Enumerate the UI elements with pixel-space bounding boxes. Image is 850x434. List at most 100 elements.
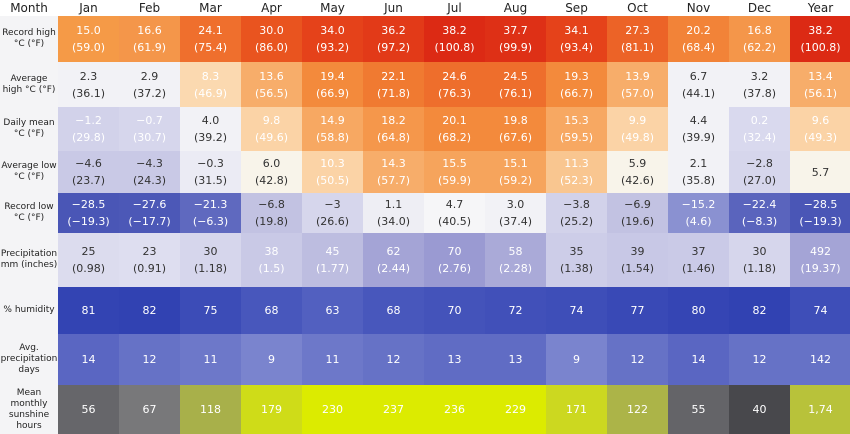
month-header: Aug — [503, 1, 528, 15]
month-header: Mar — [199, 1, 222, 15]
table-cell: 77 — [607, 287, 668, 334]
table-cell: 19.3 (66.7) — [546, 62, 607, 107]
cell-value: 15.0 — [76, 24, 101, 37]
cell-value: −1.2 — [75, 114, 102, 127]
cell-value: 118 — [200, 403, 221, 416]
table-cell: −2.8 (27.0) — [729, 151, 790, 193]
table-cell: 16.8 (62.2) — [729, 16, 790, 62]
cell-value-fahrenheit: (25.2) — [559, 215, 594, 228]
table-cell: −0.3 (31.5) — [180, 151, 241, 193]
cell-value: 63 — [325, 304, 340, 317]
cell-value-fahrenheit: (0.98) — [71, 262, 106, 275]
table-cell: 179 — [241, 385, 302, 434]
cell-value-fahrenheit: (1.77) — [315, 262, 350, 275]
cell-value: 68 — [264, 304, 279, 317]
table-cell: 20.2 (68.4) — [668, 16, 729, 62]
row-title-header: Month — [10, 1, 48, 15]
cell-value: 16.6 — [137, 24, 162, 37]
cell-value: −27.6 — [132, 198, 167, 211]
table-cell: 12 — [119, 334, 180, 385]
table-cell: −22.4 (−8.3) — [729, 193, 790, 233]
month-header: Sep — [565, 1, 588, 15]
table-cell: 30 (1.18) — [729, 233, 790, 287]
table-cell: 2.3 (36.1) — [58, 62, 119, 107]
table-cell: 16.6 (61.9) — [119, 16, 180, 62]
table-cell: 14 — [668, 334, 729, 385]
cell-value: 45 — [325, 245, 340, 258]
cell-value: 15.3 — [564, 114, 589, 127]
cell-value: 11.3 — [564, 157, 589, 170]
cell-value: 24.6 — [442, 69, 467, 83]
cell-value: 4.0 — [201, 114, 220, 127]
table-cell: 9.9 (49.8) — [607, 107, 668, 151]
table-cell: 230 — [302, 385, 363, 434]
cell-value-fahrenheit: (36.1) — [71, 86, 106, 100]
cell-value: 13.9 — [625, 69, 650, 83]
cell-value-fahrenheit: (50.5) — [315, 174, 350, 187]
table-cell: 229 — [485, 385, 546, 434]
cell-value: 1.1 — [384, 198, 403, 211]
table-cell: 15.5 (59.9) — [424, 151, 485, 193]
cell-value: 122 — [627, 403, 648, 416]
table-cell: 492 (19.37) — [790, 233, 850, 287]
cell-value: 10.3 — [320, 157, 345, 170]
cell-value: −15.2 — [681, 198, 716, 211]
cell-value: 80 — [691, 304, 706, 317]
cell-value: 2.3 — [79, 69, 98, 83]
table-cell: 11.3 (52.3) — [546, 151, 607, 193]
cell-value: −6.9 — [624, 198, 651, 211]
cell-value-fahrenheit: (2.44) — [376, 262, 411, 275]
month-header: Apr — [261, 1, 282, 15]
table-cell: 6.0 (42.8) — [241, 151, 302, 193]
cell-value: 30.0 — [259, 24, 284, 37]
month-header: Feb — [138, 1, 161, 15]
cell-value-fahrenheit: (−17.7) — [128, 215, 171, 228]
table-cell: 9.8 (49.6) — [241, 107, 302, 151]
cell-value-fahrenheit: (100.8) — [800, 41, 841, 54]
cell-value: 38 — [264, 245, 279, 258]
table-cell: 70 — [424, 287, 485, 334]
table-cell: 81 — [58, 287, 119, 334]
table-cell: 142 — [790, 334, 850, 385]
table-cell: 34.0 (93.2) — [302, 16, 363, 62]
cell-value: 19.3 — [564, 69, 589, 83]
cell-value-fahrenheit: (76.1) — [498, 86, 533, 100]
cell-value: 14.3 — [381, 157, 406, 170]
cell-value-fahrenheit: (19.8) — [254, 215, 289, 228]
table-cell: 20.1 (68.2) — [424, 107, 485, 151]
month-header: Jan — [79, 1, 98, 15]
cell-value-fahrenheit: (19.6) — [620, 215, 655, 228]
cell-value-fahrenheit: (0.91) — [132, 262, 167, 275]
cell-value: 6.7 — [689, 69, 708, 83]
table-cell: 171 — [546, 385, 607, 434]
row-label: % humidity — [0, 287, 58, 334]
table-cell: 12 — [607, 334, 668, 385]
table-cell: −3.8 (25.2) — [546, 193, 607, 233]
cell-value-fahrenheit: (29.8) — [71, 131, 106, 144]
cell-value: 34.1 — [564, 24, 589, 37]
table-cell: −6.9 (19.6) — [607, 193, 668, 233]
month-header: Dec — [747, 1, 772, 15]
table-cell: 80 — [668, 287, 729, 334]
table-cell: 11 — [302, 334, 363, 385]
cell-value: 67 — [142, 403, 157, 416]
cell-value: 25 — [81, 245, 96, 258]
cell-value: 6.0 — [262, 157, 281, 170]
cell-value-fahrenheit: (37.4) — [498, 215, 533, 228]
cell-value: 82 — [142, 304, 157, 317]
table-cell: 37.7 (99.9) — [485, 16, 546, 62]
table-cell: 39 (1.54) — [607, 233, 668, 287]
table-cell: 58 (2.28) — [485, 233, 546, 287]
row-label: Average low °C (°F) — [0, 151, 58, 193]
table-cell: 2.1 (35.8) — [668, 151, 729, 193]
cell-value: 24.1 — [198, 24, 223, 37]
cell-value: 18.2 — [381, 114, 406, 127]
month-header: Jun — [384, 1, 403, 15]
table-cell: 12 — [363, 334, 424, 385]
table-cell: 3.0 (37.4) — [485, 193, 546, 233]
cell-value-fahrenheit: (30.7) — [132, 131, 167, 144]
cell-value: 237 — [383, 403, 404, 416]
table-cell: 0.2 (32.4) — [729, 107, 790, 151]
table-cell: 18.2 (64.8) — [363, 107, 424, 151]
cell-value-fahrenheit: (−19.3) — [799, 215, 842, 228]
